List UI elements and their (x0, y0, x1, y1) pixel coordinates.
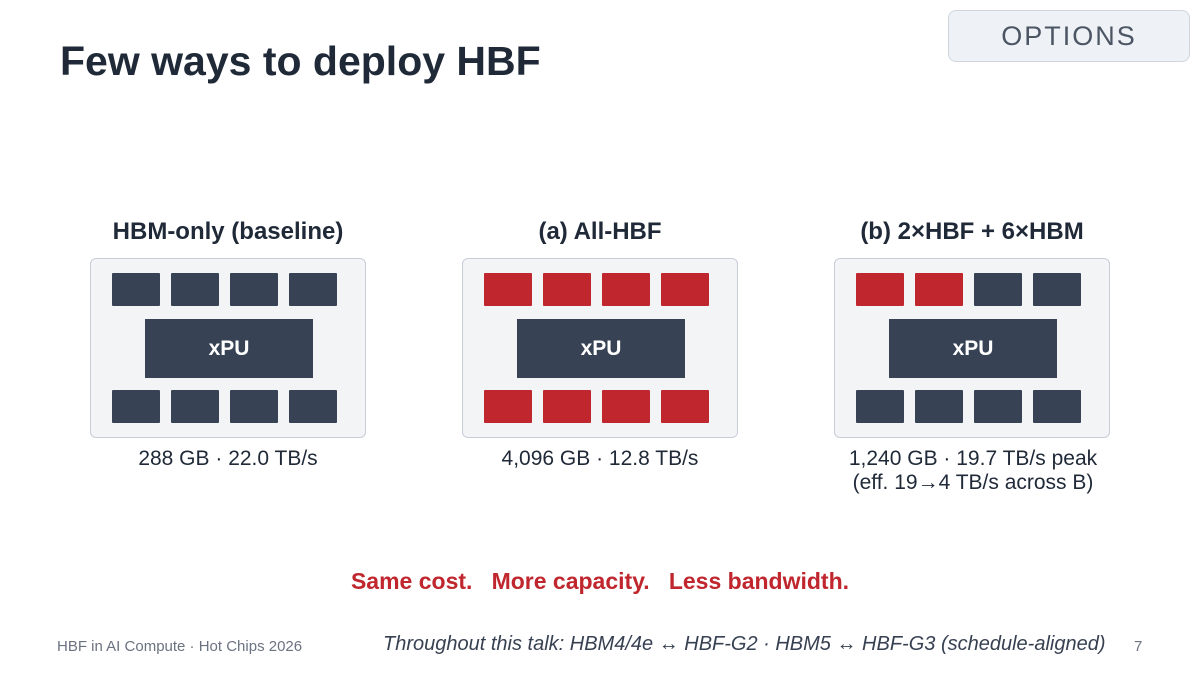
stats-line: 1,240 GB · 19.7 TB/s peak (848, 447, 1098, 470)
xpu-die: xPU (889, 319, 1057, 378)
xpu-die: xPU (145, 319, 313, 378)
package-board-baseline: xPU (90, 258, 366, 438)
hbm-stack-top-3 (230, 273, 278, 306)
stats-line: 288 GB · 22.0 TB/s (138, 447, 318, 470)
slide-title: Few ways to deploy HBF (60, 38, 541, 84)
hbm-stack-top-2 (171, 273, 219, 306)
hbm-stack-top-3 (974, 273, 1022, 306)
stats-line: 4,096 GB · 12.8 TB/s (501, 447, 699, 470)
hbf-stack-top-2 (543, 273, 591, 306)
package-board-mixed: xPU (834, 258, 1110, 438)
footer-note: Throughout this talk: HBM4/4e ↔ HBF-G2 ·… (383, 633, 1106, 655)
page-number: 7 (1134, 638, 1143, 655)
config-title-all-hbf: (a) All-HBF (538, 218, 662, 245)
hbf-stack-top-3 (602, 273, 650, 306)
stats-all-hbf: 4,096 GB · 12.8 TB/s (440, 447, 760, 471)
hbm-stack-bottom-1 (112, 390, 160, 423)
hbm-stack-top-4 (1033, 273, 1081, 306)
hbf-stack-top-1 (856, 273, 904, 306)
hbf-stack-bottom-4 (661, 390, 709, 423)
section-tag: OPTIONS (948, 10, 1190, 62)
hbm-stack-bottom-2 (171, 390, 219, 423)
hbf-stack-top-2 (915, 273, 963, 306)
hbm-stack-bottom-3 (230, 390, 278, 423)
hbf-stack-bottom-1 (484, 390, 532, 423)
hbf-stack-bottom-3 (602, 390, 650, 423)
config-title-baseline: HBM-only (baseline) (112, 218, 344, 245)
config-title-mixed: (b) 2×HBF + 6×HBM (860, 218, 1084, 245)
hbf-stack-top-4 (661, 273, 709, 306)
stats-line-effective: (eff. 19→4 TB/s across B) (852, 471, 1094, 494)
stats-baseline: 288 GB · 22.0 TB/s (68, 447, 388, 471)
xpu-die: xPU (517, 319, 685, 378)
hbm-stack-bottom-2 (915, 390, 963, 423)
tagline: Same cost. More capacity. Less bandwidth… (350, 568, 850, 594)
hbf-stack-bottom-2 (543, 390, 591, 423)
hbm-stack-bottom-1 (856, 390, 904, 423)
hbm-stack-bottom-4 (1033, 390, 1081, 423)
hbf-stack-top-1 (484, 273, 532, 306)
footer-event: HBF in AI Compute · Hot Chips 2026 (57, 638, 303, 655)
hbm-stack-bottom-3 (974, 390, 1022, 423)
package-board-all-hbf: xPU (462, 258, 738, 438)
hbm-stack-top-1 (112, 273, 160, 306)
stats-mixed: 1,240 GB · 19.7 TB/s peak (eff. 19→4 TB/… (813, 447, 1133, 495)
hbm-stack-top-4 (289, 273, 337, 306)
hbm-stack-bottom-4 (289, 390, 337, 423)
